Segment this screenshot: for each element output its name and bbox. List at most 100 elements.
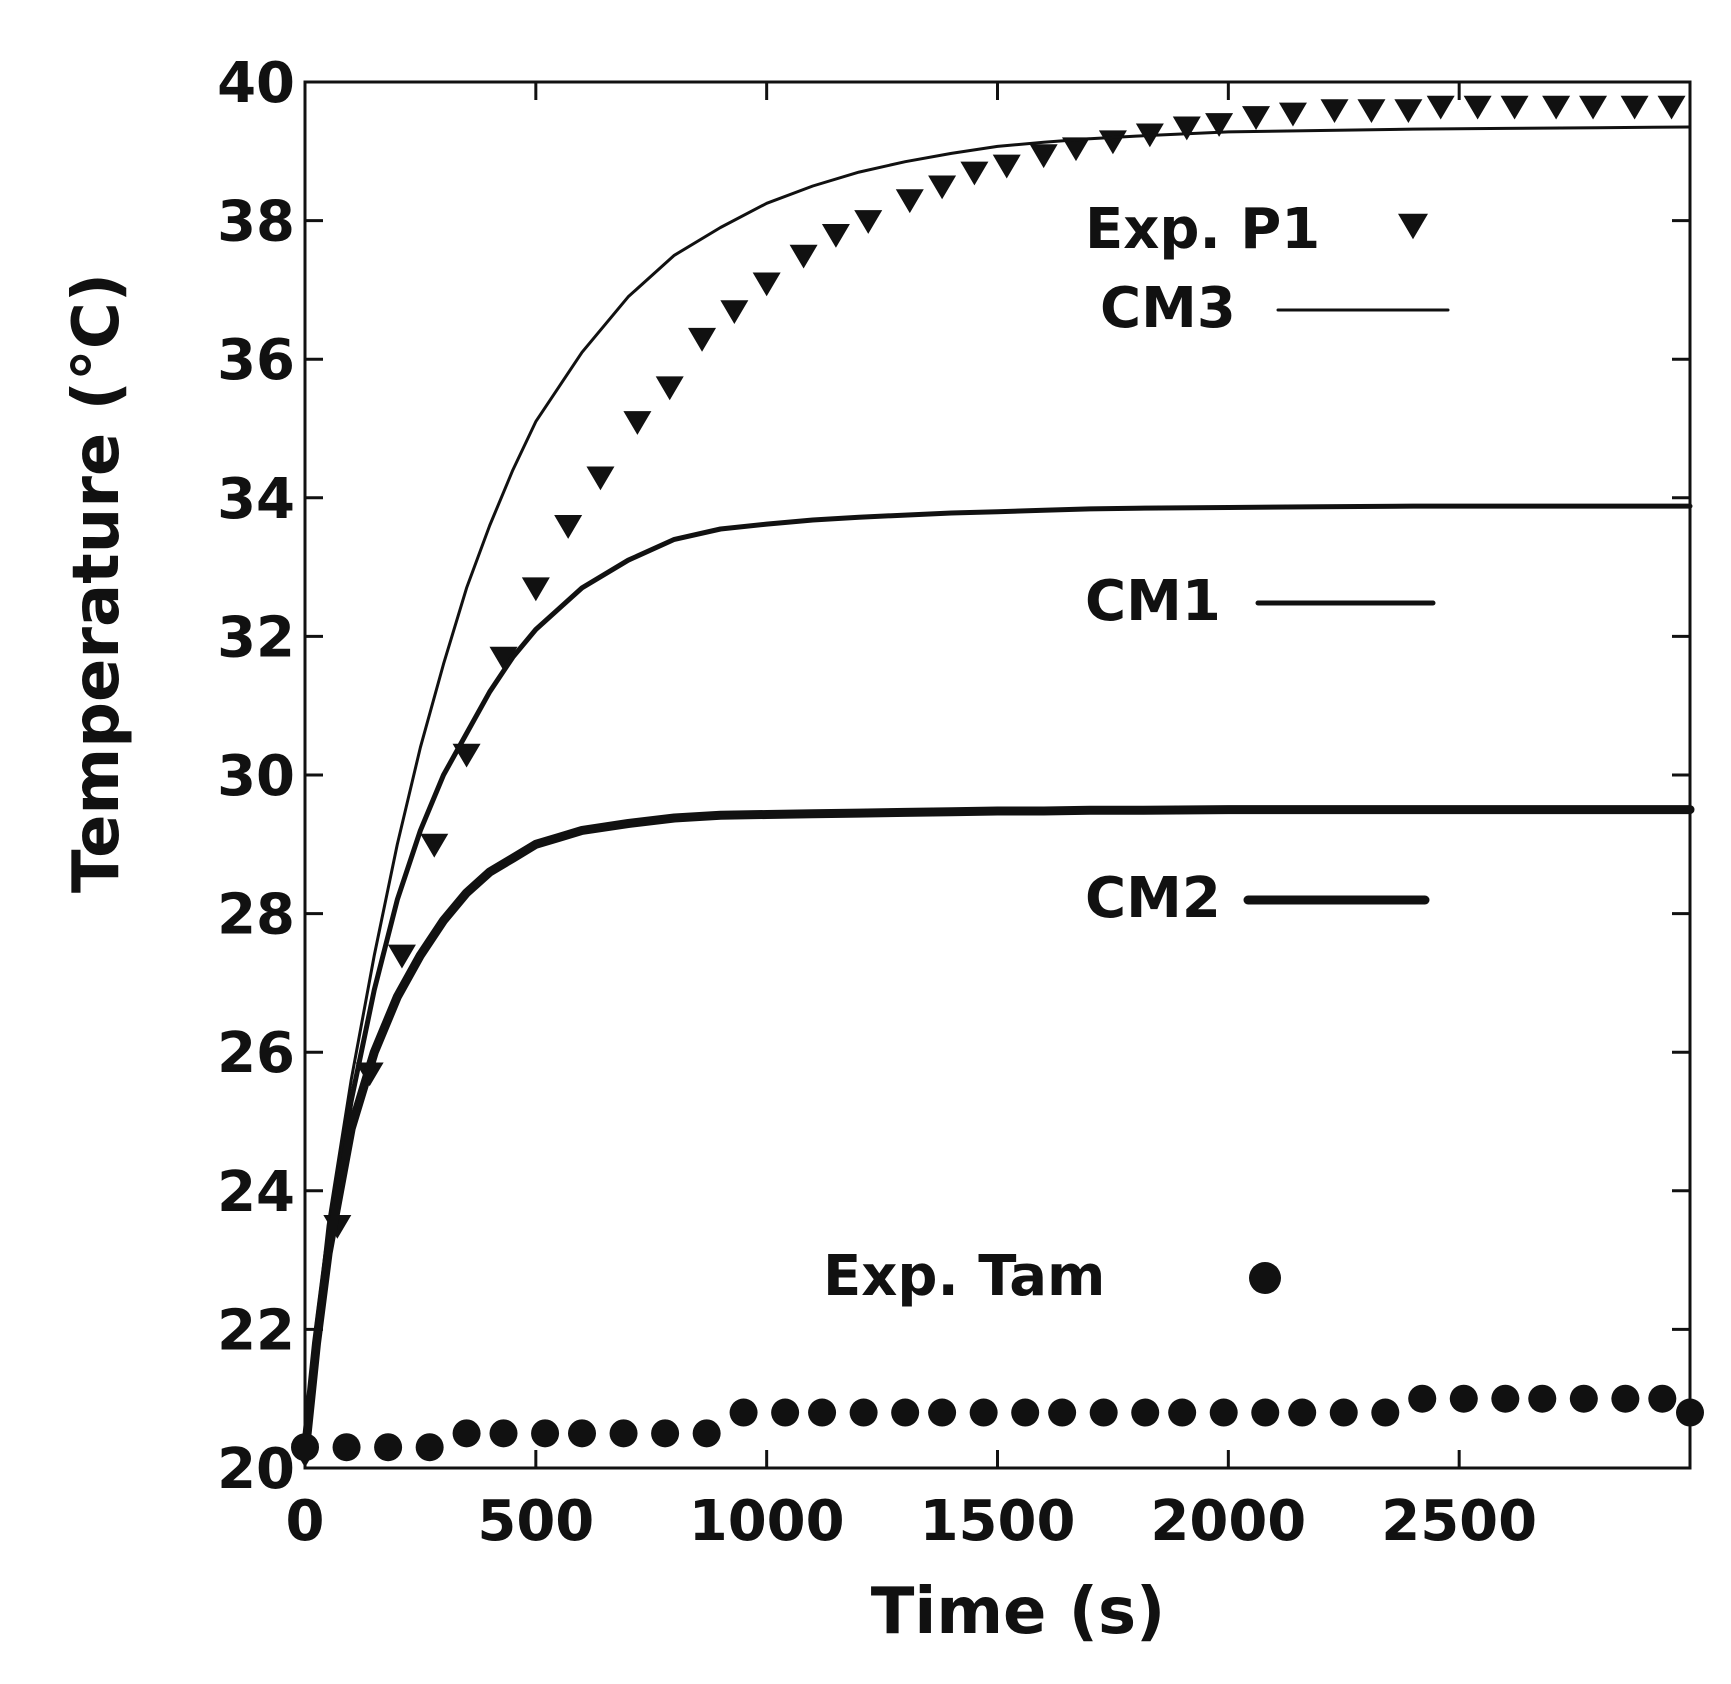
x-tick-label: 2000 — [1150, 1489, 1306, 1554]
point-exp-tam — [609, 1419, 638, 1448]
legend-label-exp-p1: Exp. P1 — [1085, 197, 1320, 262]
x-tick-label: 1500 — [920, 1489, 1076, 1554]
point-exp-p1 — [1463, 95, 1492, 120]
point-exp-p1 — [1205, 113, 1234, 137]
point-exp-p1 — [623, 411, 652, 435]
point-exp-p1 — [1278, 102, 1307, 127]
point-exp-p1 — [1172, 116, 1201, 141]
point-exp-p1 — [895, 189, 924, 214]
point-exp-tam — [651, 1419, 680, 1448]
point-exp-tam — [1408, 1384, 1437, 1413]
point-exp-p1 — [1579, 95, 1608, 120]
point-exp-tam — [1048, 1398, 1077, 1427]
y-tick-label: 38 — [217, 190, 295, 255]
point-exp-p1 — [1357, 99, 1386, 124]
point-exp-tam — [415, 1433, 444, 1462]
legend-label-cm1: CM1 — [1085, 569, 1221, 634]
y-tick-label: 40 — [217, 51, 295, 116]
point-exp-p1 — [1500, 95, 1529, 120]
point-exp-tam — [1648, 1384, 1677, 1413]
point-exp-tam — [1168, 1398, 1197, 1427]
point-exp-tam — [332, 1433, 361, 1462]
y-tick-label: 28 — [217, 883, 295, 948]
legend-label-cm2: CM2 — [1085, 866, 1221, 931]
point-exp-tam — [1209, 1398, 1238, 1427]
point-exp-tam — [1611, 1384, 1640, 1413]
legend-marker-exp-p1 — [1398, 213, 1428, 240]
point-exp-tam — [1491, 1384, 1520, 1413]
y-tick-label: 34 — [217, 467, 295, 532]
x-tick-label: 500 — [477, 1489, 594, 1554]
x-tick-label: 2500 — [1381, 1489, 1537, 1554]
point-exp-tam — [1371, 1398, 1400, 1427]
point-exp-p1 — [489, 646, 518, 671]
point-exp-p1 — [521, 577, 550, 602]
x-axis-title: Time (s) — [871, 1575, 1166, 1649]
point-exp-p1 — [1242, 106, 1271, 130]
point-exp-p1 — [720, 300, 749, 324]
point-exp-p1 — [854, 210, 883, 234]
point-exp-tam — [1251, 1398, 1280, 1427]
series-line-cm3 — [303, 125, 1692, 1456]
y-tick-label: 32 — [217, 605, 295, 670]
y-tick-label: 22 — [217, 1298, 295, 1363]
point-exp-tam — [969, 1398, 998, 1427]
y-tick-label: 20 — [217, 1437, 295, 1502]
y-tick-label: 36 — [217, 328, 295, 393]
x-tick-label: 1000 — [689, 1489, 845, 1554]
point-exp-tam — [729, 1398, 758, 1427]
point-exp-p1 — [1394, 99, 1423, 124]
y-tick-label: 26 — [217, 1021, 295, 1086]
point-exp-tam — [374, 1433, 403, 1462]
point-exp-p1 — [821, 223, 850, 248]
y-tick-label: 30 — [217, 744, 295, 809]
y-axis-title: Temperature (°C) — [60, 273, 134, 893]
legend-label-exp-tam: Exp. Tam — [823, 1244, 1105, 1309]
point-exp-tam — [1676, 1398, 1704, 1427]
point-exp-p1 — [586, 466, 615, 491]
point-exp-p1 — [992, 154, 1021, 179]
point-exp-p1 — [1061, 137, 1090, 162]
point-exp-p1 — [420, 833, 449, 858]
legend-marker-exp-tam — [1249, 1262, 1281, 1294]
point-exp-p1 — [752, 272, 781, 297]
point-exp-tam — [1131, 1398, 1160, 1427]
point-exp-tam — [1288, 1398, 1317, 1427]
point-exp-tam — [1528, 1384, 1557, 1413]
point-exp-tam — [928, 1398, 957, 1427]
point-exp-p1 — [1426, 95, 1455, 120]
point-exp-p1 — [387, 944, 416, 969]
point-exp-tam — [1089, 1398, 1118, 1427]
point-exp-tam — [808, 1398, 837, 1427]
point-exp-p1 — [928, 175, 957, 200]
y-tick-label: 24 — [217, 1160, 295, 1225]
point-exp-p1 — [1657, 95, 1686, 120]
point-exp-p1 — [1029, 144, 1058, 169]
point-exp-p1 — [960, 161, 989, 186]
series-line-cm2 — [300, 805, 1695, 1459]
point-exp-tam — [1329, 1398, 1358, 1427]
point-exp-p1 — [1098, 130, 1127, 155]
point-exp-tam — [891, 1398, 920, 1427]
legend-label-cm3: CM3 — [1100, 276, 1236, 341]
point-exp-tam — [489, 1419, 518, 1448]
point-exp-p1 — [688, 327, 717, 352]
series-line-cm1 — [302, 503, 1693, 1457]
x-tick-label: 0 — [286, 1489, 325, 1554]
point-exp-tam — [291, 1433, 319, 1462]
point-exp-tam — [452, 1419, 481, 1448]
point-exp-tam — [568, 1419, 596, 1448]
point-exp-tam — [692, 1419, 721, 1448]
point-exp-p1 — [1320, 99, 1349, 124]
point-exp-tam — [849, 1398, 878, 1427]
point-exp-p1 — [1620, 95, 1649, 120]
point-exp-tam — [531, 1419, 560, 1448]
point-exp-tam — [1569, 1384, 1598, 1413]
point-exp-tam — [1011, 1398, 1040, 1427]
point-exp-p1 — [554, 515, 583, 539]
point-exp-p1 — [1542, 95, 1571, 120]
point-exp-tam — [1449, 1384, 1478, 1413]
point-exp-tam — [771, 1398, 800, 1427]
point-exp-p1 — [655, 376, 684, 401]
